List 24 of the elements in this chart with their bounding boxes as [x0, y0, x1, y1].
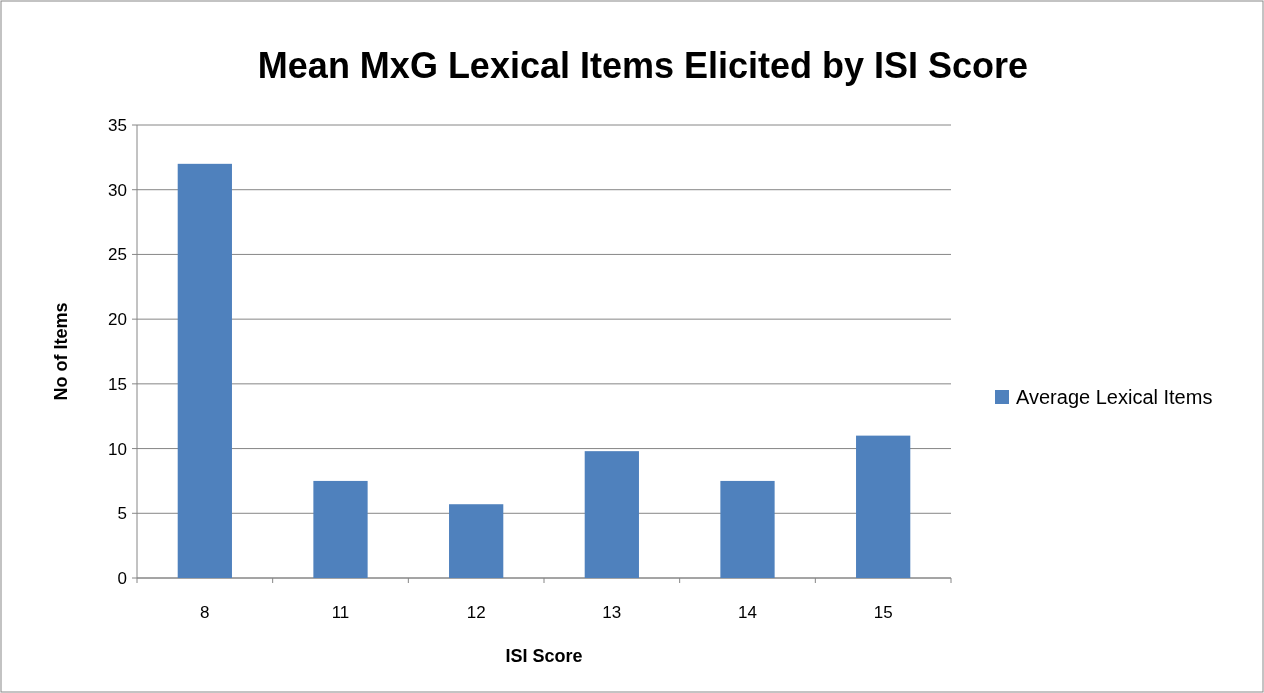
bar [313, 480, 368, 578]
y-tick-label: 0 [117, 568, 127, 588]
y-axis-title: No of Items [51, 302, 71, 401]
x-tick-label: 11 [331, 603, 350, 622]
chart-title: Mean MxG Lexical Items Elicited by ISI Score [257, 45, 1029, 86]
y-tick-label: 35 [108, 115, 127, 135]
legend-label: Average Lexical Items [1016, 386, 1213, 408]
y-tick-label: 5 [117, 504, 127, 524]
bar [856, 435, 911, 578]
bar [720, 480, 775, 578]
x-tick-label: 13 [602, 603, 622, 622]
x-tick-label: 15 [873, 603, 893, 622]
y-tick-label: 15 [108, 374, 127, 394]
x-tick-label: 14 [738, 603, 757, 622]
y-tick-label: 20 [108, 310, 127, 330]
x-axis-title: ISI Score [505, 646, 583, 666]
y-tick-label: 30 [108, 180, 127, 200]
bar [449, 504, 504, 578]
y-tick-label: 25 [108, 245, 127, 265]
x-tick-label: 12 [466, 603, 486, 622]
bar [177, 163, 232, 578]
bar [584, 451, 639, 578]
x-tick-label: 8 [200, 603, 210, 622]
y-tick-label: 10 [108, 439, 127, 459]
